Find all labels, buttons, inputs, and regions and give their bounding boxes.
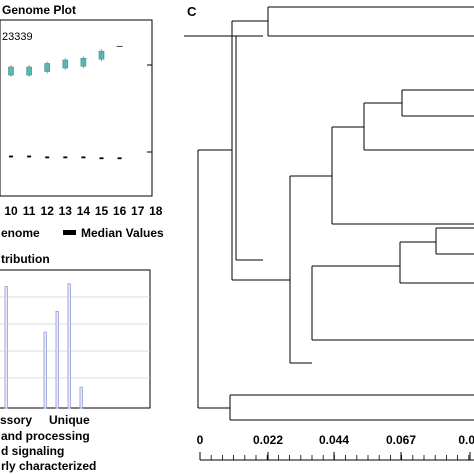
box-mark xyxy=(62,59,69,69)
distribution-bar xyxy=(55,310,59,409)
distribution-frame xyxy=(0,269,151,409)
scale-axis: 0 0.022 0.044 0.067 0.08 xyxy=(197,433,474,461)
category-label-ssory: ssory xyxy=(0,413,32,427)
scale-tick-label: 0.08 xyxy=(458,433,474,447)
legend-median-swatch xyxy=(63,230,76,235)
distribution-bar xyxy=(79,386,83,409)
box-mark xyxy=(8,66,14,76)
median-mark xyxy=(45,156,50,159)
median-mark xyxy=(117,157,122,160)
grid-lines xyxy=(0,296,150,379)
distribution-title: tribution xyxy=(1,252,50,266)
x-tick-label: 10 xyxy=(4,204,18,218)
scale-tick-label: 0.044 xyxy=(319,433,349,447)
box-mark xyxy=(80,57,87,67)
x-tick-label: 14 xyxy=(77,204,91,218)
panel-label-c: C xyxy=(187,4,197,19)
x-tick-labels: 10 11 12 13 14 15 16 17 18 xyxy=(4,204,162,218)
category-label-unique: Unique xyxy=(49,413,90,427)
distribution-bar xyxy=(43,331,47,409)
legend-line-characterized: rly characterized xyxy=(1,459,96,473)
distribution-bar xyxy=(67,283,71,409)
median-mark xyxy=(63,156,68,159)
box-mark xyxy=(26,66,32,76)
x-tick-label: 16 xyxy=(113,204,127,218)
legend-genome-label: enome xyxy=(1,226,40,240)
x-tick-label: 17 xyxy=(131,204,145,218)
x-tick-label: 15 xyxy=(95,204,109,218)
distribution-bar xyxy=(4,286,8,409)
x-tick-label: 18 xyxy=(149,204,163,218)
box-mark xyxy=(44,63,51,72)
genome-plot-panel: Genome Plot 23339 10 11 12 13 14 15 16 17 18 eno… xyxy=(0,3,164,240)
scale-tick-label: 0.022 xyxy=(253,433,283,447)
distribution-bars xyxy=(4,283,83,409)
distribution-panel: tribution ssory Unique and processing d … xyxy=(0,252,151,473)
legend-median-label: Median Values xyxy=(81,226,164,240)
dendrogram-panel: C 0 0. xyxy=(187,4,474,461)
genome-plot-frame xyxy=(0,19,153,197)
median-mark xyxy=(81,156,86,159)
genome-plot-title: Genome Plot xyxy=(2,3,76,17)
median-mark xyxy=(9,155,13,158)
box-plot-marks xyxy=(8,45,123,160)
x-tick-label: 12 xyxy=(41,204,55,218)
scale-tick-label: 0.067 xyxy=(386,433,416,447)
x-tick-label: 11 xyxy=(23,204,36,218)
left-dendrogram-fragment xyxy=(184,35,263,261)
x-tick-label: 13 xyxy=(59,204,73,218)
median-mark xyxy=(99,157,104,160)
legend-line-signaling: d signaling xyxy=(1,444,64,458)
legend-line-processing: and processing xyxy=(1,429,90,443)
genome-plot-subtitle: 23339 xyxy=(2,31,33,43)
box-mark xyxy=(98,50,105,60)
median-mark xyxy=(27,155,32,158)
scale-tick-label: 0 xyxy=(197,433,204,447)
dendrogram-tree xyxy=(197,6,474,421)
